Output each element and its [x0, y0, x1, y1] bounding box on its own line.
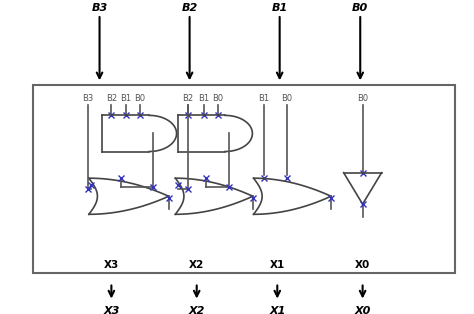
Text: B0: B0 [212, 95, 224, 103]
Text: B3: B3 [82, 95, 93, 103]
Text: X1: X1 [269, 306, 285, 314]
Text: B1: B1 [198, 95, 210, 103]
Text: X3: X3 [103, 306, 119, 314]
Text: B3: B3 [91, 3, 108, 13]
Text: X2: X2 [189, 260, 204, 270]
Text: B1: B1 [120, 95, 131, 103]
Text: B0: B0 [352, 3, 368, 13]
Text: B1: B1 [258, 95, 270, 103]
Text: B2: B2 [182, 95, 194, 103]
Text: X0: X0 [355, 306, 371, 314]
Bar [33, 85, 455, 273]
Text: X3: X3 [104, 260, 119, 270]
Text: X0: X0 [355, 260, 370, 270]
Text: X2: X2 [189, 306, 205, 314]
Text: B2: B2 [106, 95, 117, 103]
Text: B2: B2 [182, 3, 198, 13]
Text: X1: X1 [270, 260, 285, 270]
Text: B0: B0 [281, 95, 292, 103]
Text: B0: B0 [134, 95, 146, 103]
Text: B1: B1 [272, 3, 288, 13]
Text: B0: B0 [357, 95, 368, 103]
